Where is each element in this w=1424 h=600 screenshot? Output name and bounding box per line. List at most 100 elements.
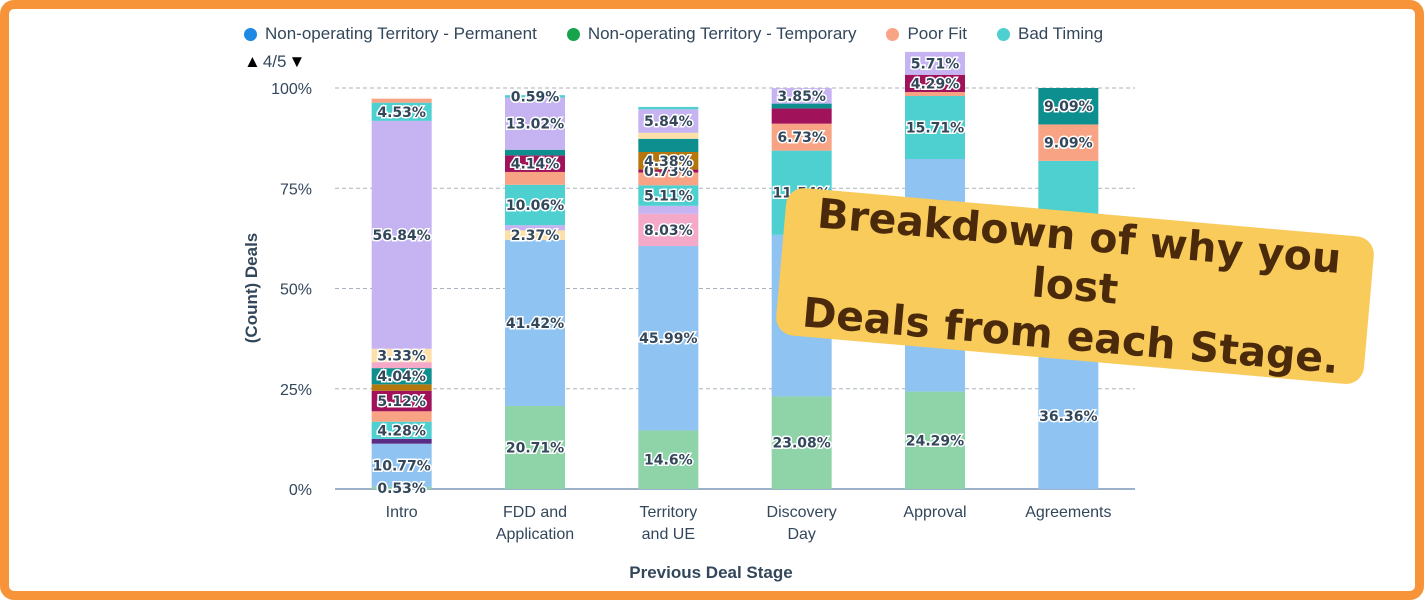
bar-segment <box>371 486 432 489</box>
data-label: 4.04% <box>377 369 426 385</box>
bar-segment <box>371 102 432 121</box>
legend-label-poor-fit: Poor Fit <box>907 24 967 43</box>
data-label: 4.29% <box>911 76 960 92</box>
bar-segment <box>638 109 699 133</box>
legend-pager: ▲ 4/5 ▼ <box>244 52 305 72</box>
legend-item-poor-fit[interactable]: Poor Fit <box>886 24 967 44</box>
bar-segment <box>638 205 699 214</box>
data-label: 10.77% <box>373 458 431 474</box>
data-label: 5.12% <box>377 394 426 410</box>
data-label: 5.84% <box>644 114 693 130</box>
data-label: 45.99% <box>639 331 697 347</box>
data-label: 36.36% <box>1039 409 1097 425</box>
bar-segment <box>638 138 699 152</box>
data-label: 41.42% <box>506 316 564 332</box>
bar-segment <box>638 213 699 247</box>
bar-segment <box>371 120 432 349</box>
data-label: 8.03% <box>644 223 693 239</box>
y-tick-label: 50% <box>280 282 312 299</box>
x-tick-label: and UE <box>642 526 695 543</box>
bar-segment <box>371 348 432 363</box>
bar-segment <box>505 230 565 240</box>
bar-segment <box>638 430 699 489</box>
legend-dot-poor-fit <box>886 27 900 41</box>
bar-segment <box>771 103 832 109</box>
data-label: 5.11% <box>644 189 693 205</box>
pager-up-icon[interactable]: ▲ <box>244 52 261 71</box>
legend-item-bad-timing[interactable]: Bad Timing <box>997 24 1103 44</box>
bar-segment <box>371 421 432 439</box>
bar-segment <box>505 171 565 185</box>
data-label: 4.53% <box>377 105 426 121</box>
legend-item-permanent[interactable]: Non-operating Territory - Permanent <box>244 24 537 44</box>
bar-segment <box>905 96 965 160</box>
data-label: 4.28% <box>377 423 426 439</box>
legend-label-temporary: Non-operating Territory - Temporary <box>587 24 857 43</box>
data-label: 3.33% <box>377 348 426 364</box>
bar-segment <box>371 362 432 369</box>
bar-segment <box>371 368 432 385</box>
bar-segment <box>505 184 565 226</box>
bar-segment <box>905 51 965 75</box>
bar-segment <box>638 185 699 206</box>
bar-segment <box>1038 124 1099 161</box>
data-label: 5.71% <box>911 56 960 72</box>
data-label: 4.38% <box>644 154 693 170</box>
data-label: 9.09% <box>1044 136 1093 152</box>
bar-segment <box>371 390 432 412</box>
data-label: 0.53% <box>377 481 426 497</box>
data-label: 24.29% <box>906 433 964 449</box>
legend-dot-bad-timing <box>997 27 1010 41</box>
data-label: 4.14% <box>511 157 560 173</box>
x-tick-label: Discovery <box>767 504 837 521</box>
data-label: 14.6% <box>644 453 693 469</box>
x-axis-title: Previous Deal Stage <box>629 563 792 582</box>
bar-segment <box>771 88 832 104</box>
chart-legend: Non-operating Territory - Permanent Non-… <box>244 24 1103 44</box>
data-label: 23.08% <box>773 436 831 452</box>
bar-segment <box>505 405 565 489</box>
legend-label-permanent: Non-operating Territory - Permanent <box>265 24 537 43</box>
bar-segment <box>905 74 965 93</box>
bar-segment <box>371 443 432 487</box>
bar-segment <box>905 391 965 489</box>
pager-text: 4/5 <box>262 52 287 71</box>
x-tick-label: Application <box>496 526 574 543</box>
bar-segment <box>1038 88 1099 125</box>
bar-segment <box>771 396 832 489</box>
data-label: 2.37% <box>511 228 560 244</box>
bar-segment <box>1038 343 1099 489</box>
y-tick-label: 75% <box>280 181 312 198</box>
data-label: 20.71% <box>506 440 564 456</box>
bar-segment <box>505 95 565 98</box>
legend-label-bad-timing: Bad Timing <box>1018 24 1104 43</box>
bar-segment <box>371 384 432 391</box>
x-tick-label: FDD and <box>503 504 567 521</box>
bar-segment <box>505 225 565 231</box>
legend-item-temporary[interactable]: Non-operating Territory - Temporary <box>566 24 857 44</box>
bar-segment <box>638 246 699 431</box>
x-tick-label: Intro <box>386 504 418 521</box>
bar-segment <box>638 132 699 139</box>
bar-segment <box>505 239 565 406</box>
data-label: 10.06% <box>506 198 564 214</box>
y-axis-title: (Count) Deals <box>242 233 261 344</box>
x-tick-label: Day <box>787 526 815 543</box>
data-label: 0.73% <box>644 164 693 180</box>
bar-segment <box>638 169 699 173</box>
data-label: 9.09% <box>1044 99 1093 115</box>
bar-segment <box>371 411 432 422</box>
y-tick-label: 100% <box>271 81 312 98</box>
y-tick-label: 25% <box>280 382 312 399</box>
bar-segment <box>505 97 565 150</box>
data-label: 3.85% <box>777 89 826 105</box>
data-label: 13.02% <box>506 117 564 133</box>
bar-segment <box>505 149 565 156</box>
legend-dot-temporary <box>566 27 580 41</box>
pager-down-icon[interactable]: ▼ <box>288 52 306 71</box>
bar-segment <box>638 106 699 110</box>
data-label: 6.73% <box>777 130 826 146</box>
x-tick-label: Approval <box>903 504 966 521</box>
legend-dot-permanent <box>244 27 257 41</box>
bar-segment <box>771 108 832 124</box>
